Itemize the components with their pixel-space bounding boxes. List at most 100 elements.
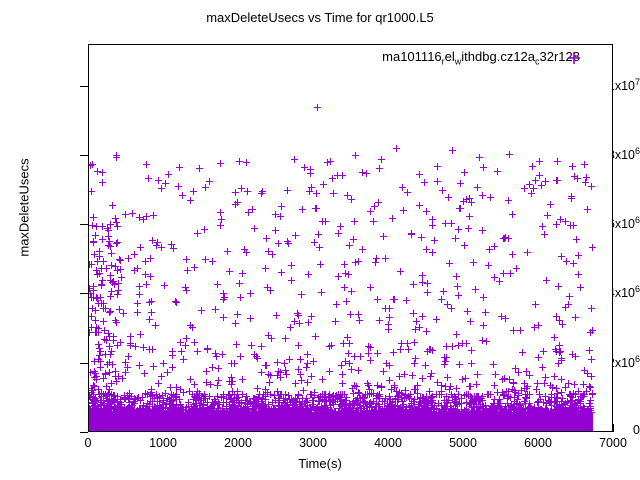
scatter-point [409,309,417,317]
scatter-point [408,399,416,407]
scatter-point [495,403,503,411]
scatter-point [335,391,343,399]
scatter-point [440,353,448,361]
scatter-point [108,250,116,258]
scatter-point [390,296,398,304]
scatter-point [505,388,513,396]
scatter-point [290,401,298,409]
scatter-point [190,396,198,404]
scatter-point [477,397,485,405]
scatter-point [112,316,120,324]
scatter-point [216,209,224,217]
scatter-point [94,271,102,279]
scatter-point [520,185,528,193]
scatter-point [336,390,344,398]
scatter-point [105,399,113,407]
scatter-point [515,392,523,400]
scatter-point [376,392,384,400]
scatter-point [370,217,378,225]
scatter-point [93,403,101,411]
scatter-point [314,103,322,111]
scatter-point [556,400,564,408]
scatter-point [122,394,130,402]
scatter-point [444,373,452,381]
scatter-point [291,232,299,240]
scatter-point [131,396,139,404]
scatter-point [111,393,119,401]
scatter-point [287,324,295,332]
scatter-point [281,366,289,374]
scatter-point [367,403,375,411]
scatter-point [129,209,136,217]
scatter-point [222,402,230,410]
scatter-point [511,365,519,373]
scatter-point [437,381,445,389]
scatter-point [157,403,165,411]
scatter-point [216,400,224,408]
scatter-point [504,394,512,402]
scatter-point [404,339,412,347]
scatter-point [411,325,419,333]
scatter-point [452,385,460,393]
scatter-point [501,234,509,242]
scatter-point [109,201,117,209]
scatter-point [112,372,120,380]
scatter-point [558,395,566,403]
scatter-point [295,320,303,328]
scatter-point [131,394,139,402]
scatter-point [170,245,178,253]
scatter-point [464,225,472,233]
scatter-point [365,401,373,409]
scatter-point [234,310,242,318]
scatter-point [443,354,451,362]
scatter-point [91,316,99,324]
scatter-point [124,391,132,399]
scatter-point [159,392,167,400]
scatter-point [330,400,338,408]
scatter-point [254,355,262,363]
scatter-point [89,384,95,392]
scatter-point [553,348,561,356]
scatter-point [339,399,347,407]
scatter-point [557,216,565,224]
scatter-point [438,186,446,194]
scatter-point [184,267,192,275]
scatter-point [447,383,455,391]
scatter-point [176,338,184,346]
scatter-point [106,401,114,409]
scatter-point [354,394,362,402]
scatter-point [575,251,583,259]
scatter-point [112,154,120,162]
scatter-point [572,404,580,412]
scatter-point [327,401,335,409]
scatter-point [568,351,576,359]
scatter-point [239,270,247,278]
scatter-point [329,395,337,403]
scatter-point [373,381,381,389]
scatter-point [176,385,184,393]
scatter-point [369,389,377,397]
scatter-point [116,402,124,410]
scatter-point [113,238,121,246]
scatter-point [517,401,525,409]
scatter-point [398,397,406,405]
scatter-point [512,388,520,396]
scatter-point [325,393,333,401]
scatter-point [97,397,105,405]
scatter-point [534,354,542,362]
scatter-point [583,370,591,378]
scatter-point [116,266,124,274]
scatter-point [91,328,99,336]
scatter-point [139,216,147,224]
scatter-point [432,315,440,323]
scatter-point [494,400,502,408]
scatter-point [326,398,334,406]
scatter-point [269,399,277,407]
scatter-point [318,289,325,297]
scatter-point [588,304,595,312]
scatter-point [575,397,583,405]
scatter-point [99,169,107,177]
scatter-point [98,400,106,408]
scatter-point [96,363,104,371]
chart-title: maxDeleteUsecs vs Time for qr1000.L5 [206,10,434,25]
